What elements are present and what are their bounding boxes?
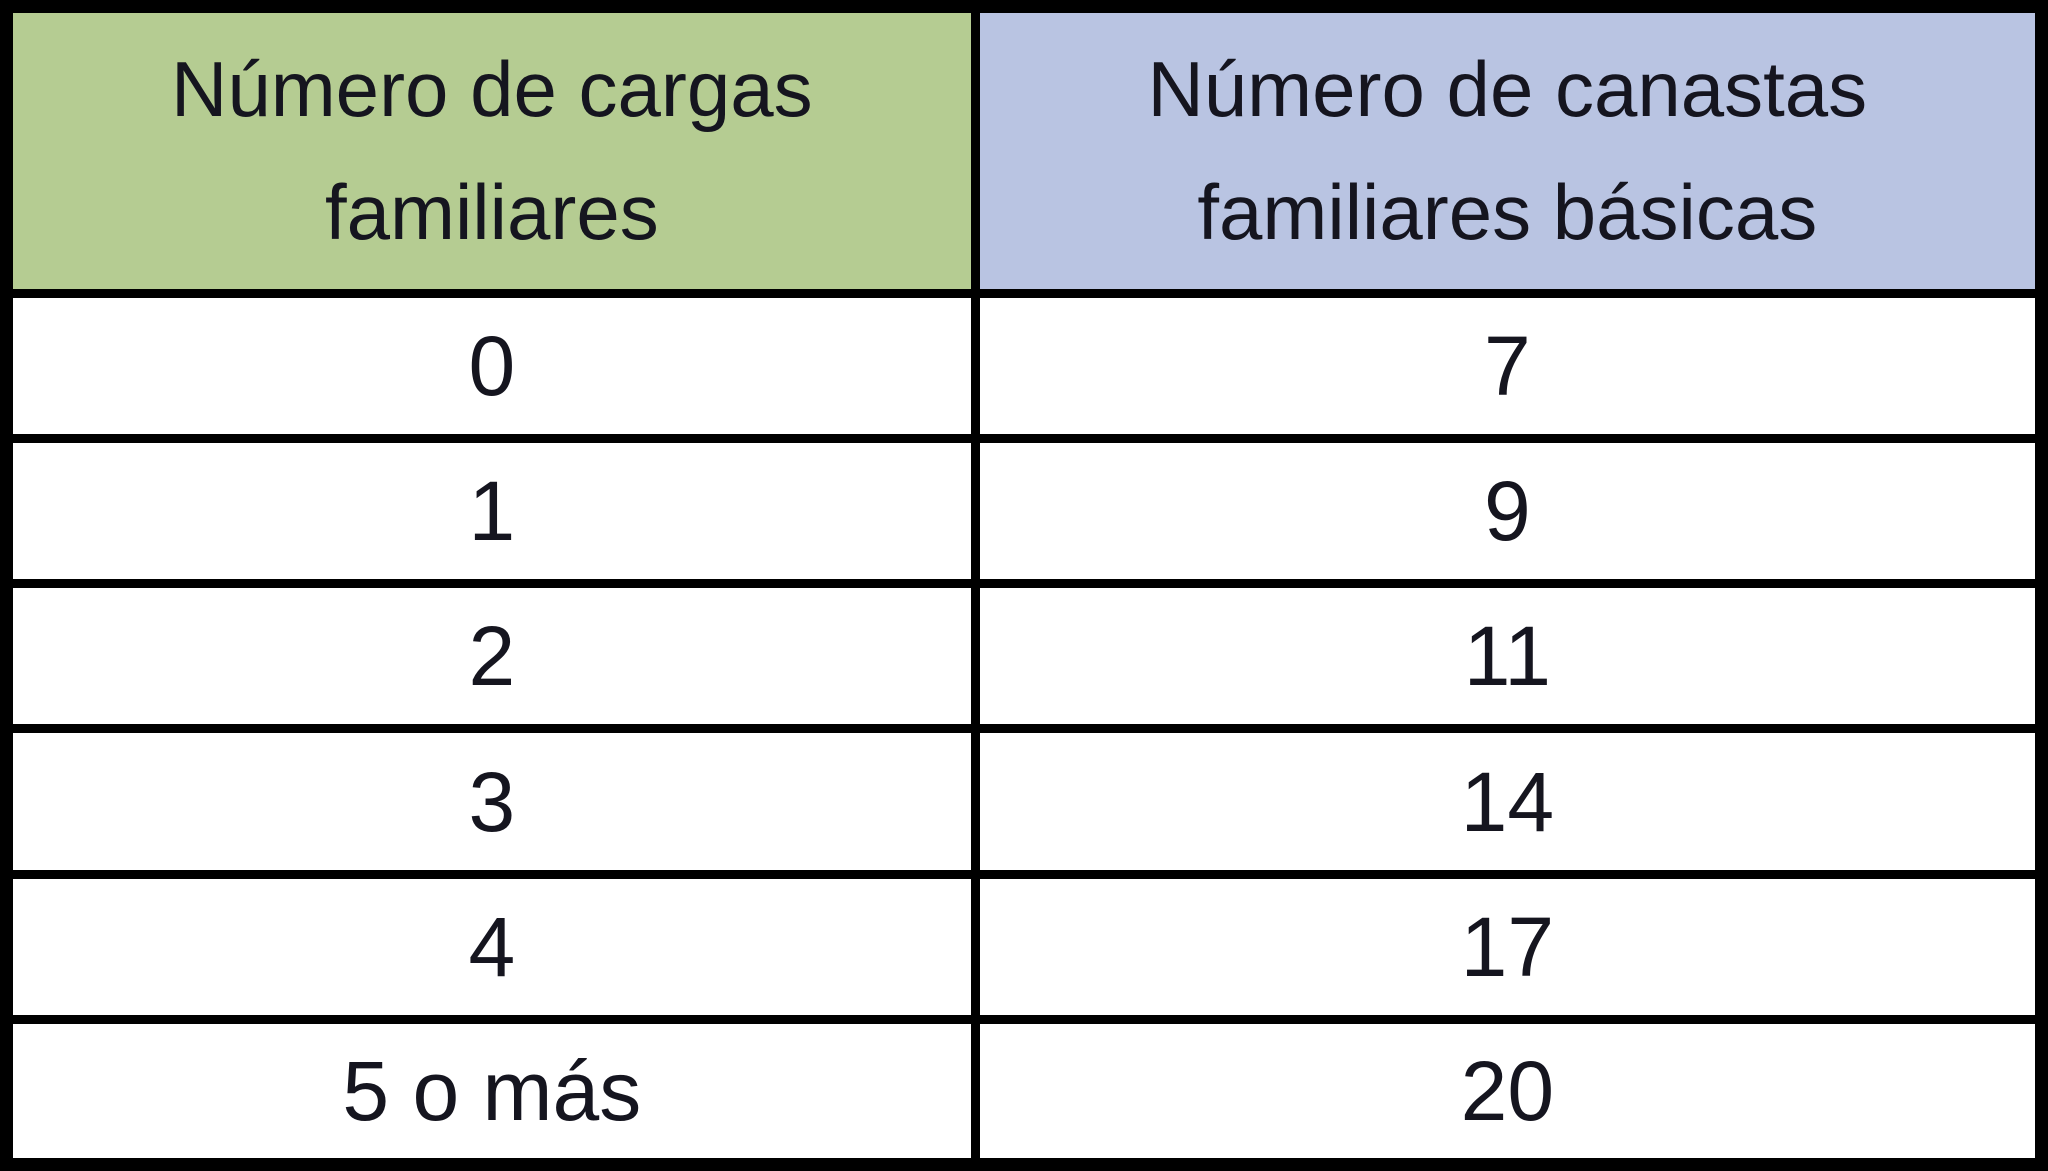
- table-body: 0 7 1 9 2 11 3 14 4 17 5 o más 20: [2, 288, 2047, 1170]
- table-row: 3 14: [2, 724, 2047, 879]
- table-row: 1 9: [2, 434, 2047, 589]
- table-header: Número de cargas familiares Número de ca…: [2, 2, 2047, 298]
- cell-canastas: 17: [970, 869, 2047, 1024]
- cell-canastas: 9: [970, 434, 2047, 589]
- header-canastas-basicas: Número de canastas familiares básicas: [970, 2, 2047, 298]
- cell-cargas: 3: [2, 724, 980, 879]
- cell-canastas: 20: [970, 1014, 2047, 1170]
- cell-cargas: 4: [2, 869, 980, 1024]
- cell-canastas: 11: [970, 579, 2047, 734]
- table-row: 2 11: [2, 579, 2047, 734]
- cell-canastas: 14: [970, 724, 2047, 879]
- cell-cargas: 2: [2, 579, 980, 734]
- cell-canastas: 7: [970, 288, 2047, 444]
- header-cargas-familiares: Número de cargas familiares: [2, 2, 980, 298]
- cell-cargas: 5 o más: [2, 1014, 980, 1170]
- table-row: 4 17: [2, 869, 2047, 1024]
- table-row: 5 o más 20: [2, 1014, 2047, 1170]
- table-row: 0 7: [2, 288, 2047, 444]
- cell-cargas: 1: [2, 434, 980, 589]
- header-row: Número de cargas familiares Número de ca…: [2, 2, 2047, 298]
- cell-cargas: 0: [2, 288, 980, 444]
